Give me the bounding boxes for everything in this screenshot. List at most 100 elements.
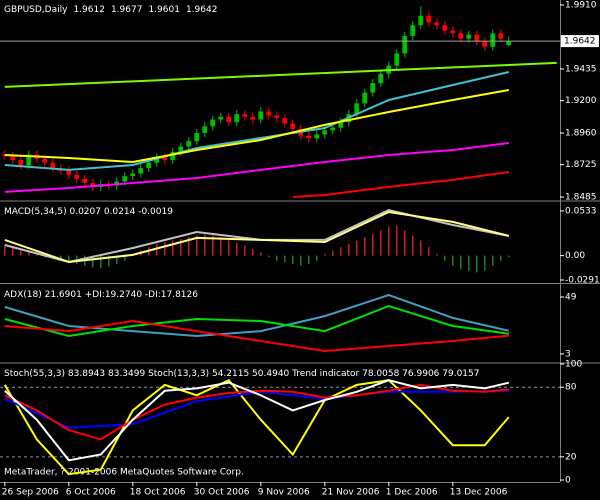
candle-body bbox=[178, 146, 184, 152]
candle-body bbox=[18, 159, 24, 166]
indicator-line bbox=[4, 389, 509, 429]
candle-body bbox=[250, 116, 256, 120]
candle-body bbox=[10, 155, 16, 160]
candle-body bbox=[82, 178, 88, 183]
y-tick-label: 0.0533 bbox=[565, 206, 597, 216]
x-tick-label: 13 Dec 2006 bbox=[450, 488, 508, 498]
candle-body bbox=[290, 123, 296, 129]
y-tick-label: 1.9910 bbox=[565, 0, 597, 10]
bid-label: 1.9642 bbox=[564, 37, 596, 47]
candle-body bbox=[450, 30, 456, 34]
candle-body bbox=[218, 116, 224, 120]
x-tick-label: 1 Dec 2006 bbox=[386, 488, 438, 498]
candle-body bbox=[266, 111, 272, 116]
ohlc-close: 1.9642 bbox=[186, 5, 218, 15]
candle-body bbox=[226, 116, 232, 123]
candle-body bbox=[154, 157, 160, 163]
candle-body bbox=[74, 174, 80, 179]
candle-body bbox=[258, 111, 264, 120]
bid-label-box bbox=[561, 35, 599, 48]
candle-body bbox=[482, 41, 488, 47]
indicator-line bbox=[4, 379, 510, 462]
candle-body bbox=[362, 92, 368, 104]
candle-body bbox=[274, 115, 280, 119]
x-tick-label: 26 Sep 2006 bbox=[2, 488, 59, 498]
ohlc-open: 1.9612 bbox=[73, 5, 105, 15]
panel-title-text: GBPUSD,Daily bbox=[4, 5, 68, 15]
candle-body bbox=[202, 126, 208, 134]
candle-body bbox=[90, 182, 96, 187]
panel-title: Stoch(55,3,3) 83.8943 83.3499 Stoch(13,3… bbox=[4, 369, 479, 379]
candle-body bbox=[474, 34, 480, 42]
indicator-line bbox=[4, 89, 509, 164]
candle-body bbox=[434, 22, 440, 26]
indicator-line bbox=[4, 142, 509, 193]
indicator-line bbox=[4, 210, 510, 264]
candle-body bbox=[394, 53, 400, 66]
y-tick-label: 80 bbox=[565, 383, 577, 393]
y-tick-label: 20 bbox=[565, 452, 577, 462]
panel-title-text: Stoch(55,3,3) 83.8943 83.3499 Stoch(13,3… bbox=[4, 369, 479, 379]
panel-title: MACD(5,34,5) 0.0207 0.0214 -0.0019 bbox=[4, 207, 173, 217]
y-tick-label: 100 bbox=[565, 360, 582, 370]
candle-body bbox=[162, 157, 168, 160]
candle-body bbox=[306, 135, 312, 139]
candle-body bbox=[314, 134, 320, 139]
candle-body bbox=[210, 119, 216, 127]
y-tick-label: 1.8960 bbox=[565, 129, 597, 139]
candle-body bbox=[370, 83, 376, 93]
ohlc-high: 1.9677 bbox=[111, 5, 143, 15]
candle-body bbox=[130, 173, 136, 177]
y-tick-label: 1.8725 bbox=[565, 160, 597, 170]
candle-body bbox=[354, 103, 360, 115]
indicator-line bbox=[4, 61, 557, 88]
candle-body bbox=[330, 127, 336, 131]
candle-body bbox=[138, 168, 144, 174]
y-tick-label: -0.0291 bbox=[565, 275, 600, 285]
candle-body bbox=[186, 141, 192, 147]
candle-body bbox=[490, 33, 496, 47]
candle-body bbox=[170, 151, 176, 160]
candle-body bbox=[50, 162, 56, 169]
y-tick-label: 0 bbox=[565, 476, 571, 486]
candle-body bbox=[26, 154, 32, 166]
candle-body bbox=[194, 133, 200, 142]
x-tick-label: 21 Nov 2006 bbox=[322, 488, 380, 498]
candle-body bbox=[378, 73, 384, 84]
candle-body bbox=[498, 33, 504, 39]
indicator-line bbox=[4, 71, 510, 171]
indicator-line bbox=[4, 319, 509, 353]
candle-body bbox=[42, 158, 48, 163]
copyright: MetaTrader, ? 2001-2006 MetaQuotes Softw… bbox=[4, 468, 244, 478]
candle-body bbox=[322, 130, 328, 135]
candle-body bbox=[410, 25, 416, 36]
candle-body bbox=[122, 176, 128, 182]
y-tick-label: 1.8485 bbox=[565, 193, 597, 203]
panel-title-text: ADX(18) 21.6901 +DI:19.2740 -DI:17.8126 bbox=[4, 290, 198, 300]
candle-body bbox=[66, 170, 72, 175]
panel-title-text: MACD(5,34,5) 0.0207 0.0214 -0.0019 bbox=[4, 207, 173, 217]
candle-body bbox=[242, 114, 248, 117]
candle-body bbox=[426, 15, 432, 23]
x-tick-label: 9 Nov 2006 bbox=[258, 488, 310, 498]
x-tick-label: 18 Oct 2006 bbox=[130, 488, 186, 498]
indicator-line bbox=[292, 171, 509, 198]
y-tick-label: 3 bbox=[565, 349, 571, 359]
y-tick-label: 1.9435 bbox=[565, 65, 597, 75]
candle-body bbox=[458, 33, 464, 39]
candle-body bbox=[282, 118, 288, 124]
panel-title: GBPUSD,Daily 1.9612 1.9677 1.9601 1.9642 bbox=[4, 5, 217, 15]
y-tick-label: 49 bbox=[565, 293, 577, 303]
indicator-line bbox=[3, 378, 510, 476]
y-tick-label: 0.00 bbox=[565, 251, 585, 261]
candle-body bbox=[418, 15, 424, 26]
candle-body bbox=[234, 114, 240, 123]
panel-title: ADX(18) 21.6901 +DI:19.2740 -DI:17.8126 bbox=[4, 290, 198, 300]
x-tick-label: 6 Oct 2006 bbox=[66, 488, 116, 498]
candle-body bbox=[442, 25, 448, 31]
candle-body bbox=[506, 41, 512, 46]
indicator-line bbox=[4, 304, 509, 338]
